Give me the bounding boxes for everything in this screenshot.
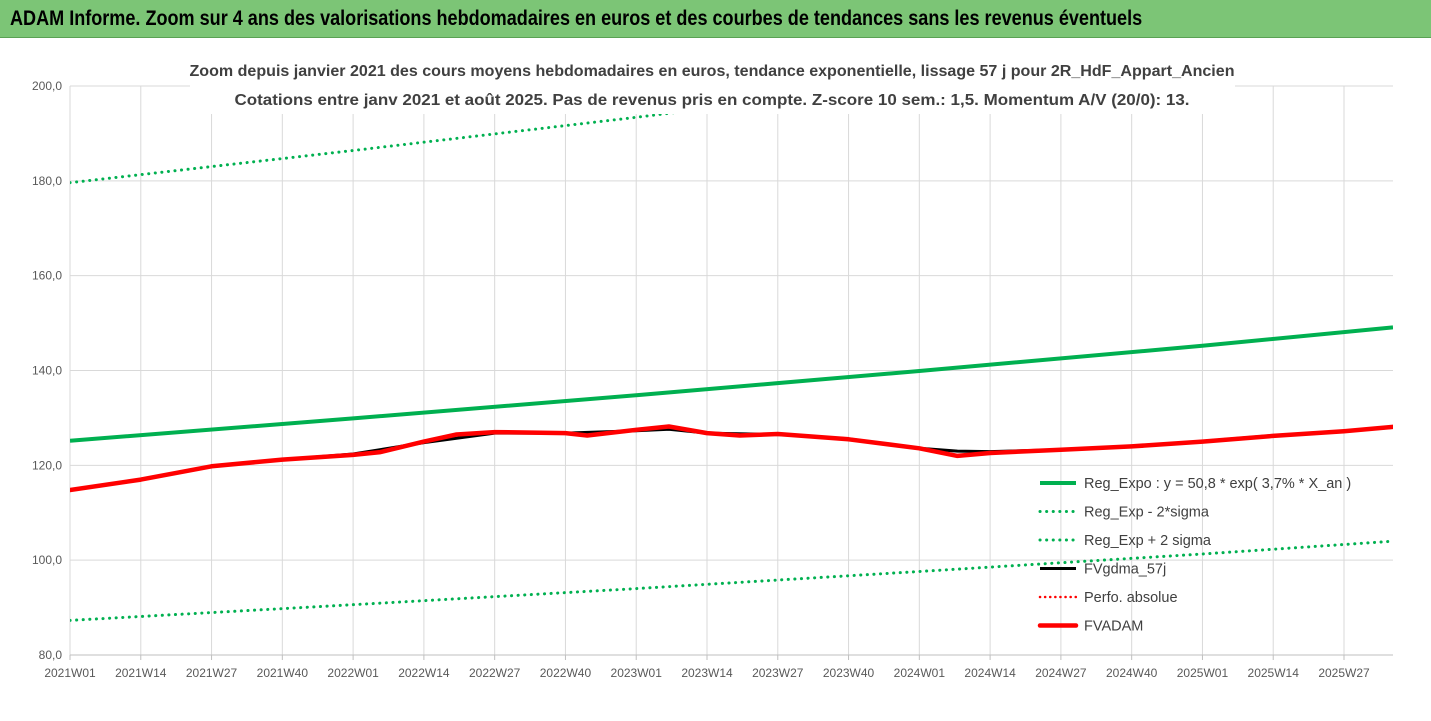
chart-title-background (190, 56, 1235, 114)
line-chart: 80,0 100,0 120,0 140,0 160,0 180,0 200,0 2021W… (32, 56, 1393, 680)
y-tick-label: 160,0 (32, 269, 62, 283)
x-tick-label: 2022W01 (327, 666, 379, 680)
x-tick-label: 2022W40 (540, 666, 592, 680)
chart-grid (69, 85, 1393, 660)
legend-label-fvgdma-57j: FVgdma_57j (1084, 562, 1166, 578)
legend-label-fvadam: FVADAM (1084, 619, 1143, 635)
x-tick-label: 2025W14 (1248, 666, 1300, 680)
x-tick-label: 2022W14 (398, 666, 450, 680)
series-line-reg-expo-y-50-8-exp-3-7-x-an (70, 325, 1393, 443)
x-tick-label: 2024W01 (894, 666, 946, 680)
series-line-fvadam (70, 424, 1393, 493)
chart-title: Zoom depuis janvier 2021 des cours moyen… (190, 63, 1235, 80)
y-tick-label: 180,0 (32, 174, 62, 188)
x-tick-label: 2022W27 (469, 666, 521, 680)
x-tick-label: 2023W01 (611, 666, 663, 680)
y-tick-label: 120,0 (32, 458, 62, 472)
x-tick-label: 2021W01 (44, 666, 96, 680)
report-title: ADAM Informe. Zoom sur 4 ans des valoris… (10, 7, 1143, 30)
y-tick-label: 80,0 (39, 648, 63, 662)
x-tick-label: 2023W14 (681, 666, 733, 680)
series-line-reg-exp-2-sigma (70, 539, 1393, 622)
x-tick-label: 2025W27 (1318, 666, 1370, 680)
y-tick-label: 100,0 (32, 553, 62, 567)
x-tick-label: 2021W27 (186, 666, 238, 680)
x-tick-label: 2024W40 (1106, 666, 1158, 680)
y-axis-ticks: 80,0 100,0 120,0 140,0 160,0 180,0 200,0 (32, 79, 62, 662)
report-banner: ADAM Informe. Zoom sur 4 ans des valoris… (0, 0, 1431, 38)
legend-label-perfo-absolue: Perfo. absolue (1084, 590, 1178, 606)
x-tick-label: 2025W01 (1177, 666, 1229, 680)
legend-label-reg-exp-2-sigma: Reg_Exp + 2 sigma (1084, 533, 1212, 549)
x-axis-ticks: 2021W01 2021W14 2021W27 2021W40 2022W01 2022W… (44, 666, 1370, 680)
chart-legend: Reg_Expo : y = 50,8 * exp( 3,7% * X_an )… (1037, 476, 1351, 635)
y-tick-label: 200,0 (32, 79, 62, 93)
x-tick-label: 2023W27 (752, 666, 804, 680)
x-tick-label: 2024W14 (964, 666, 1016, 680)
x-tick-label: 2024W27 (1035, 666, 1087, 680)
x-tick-label: 2021W40 (257, 666, 309, 680)
legend-label-reg-exp-2-sigma: Reg_Exp - 2*sigma (1084, 505, 1210, 521)
y-tick-label: 140,0 (32, 364, 62, 378)
x-tick-label: 2021W14 (115, 666, 167, 680)
chart-subtitle: Cotations entre janv 2021 et août 2025. … (235, 92, 1190, 109)
legend-label-reg-expo-y-50-8-exp-3-7-x-an: Reg_Expo : y = 50,8 * exp( 3,7% * X_an ) (1084, 476, 1351, 492)
x-tick-label: 2023W40 (823, 666, 875, 680)
